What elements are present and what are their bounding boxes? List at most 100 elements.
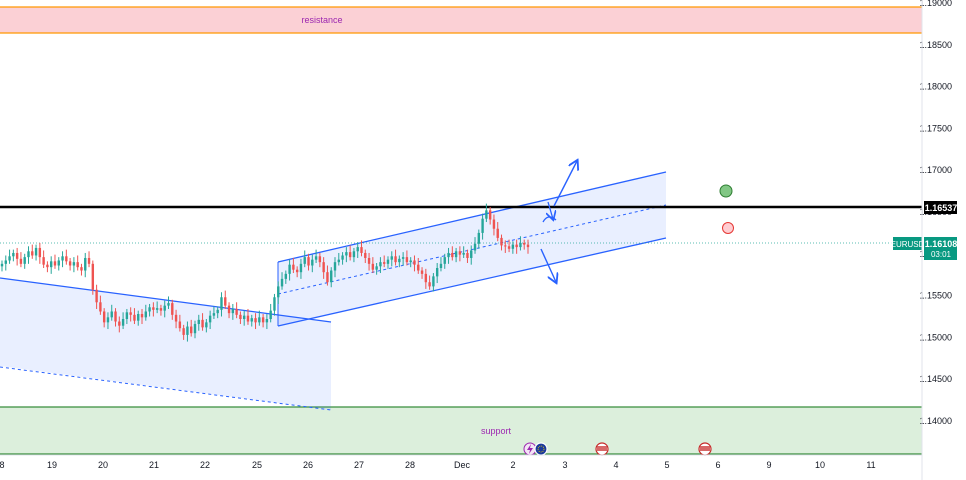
price-badge[interactable] bbox=[924, 237, 957, 260]
candle-body[interactable] bbox=[496, 228, 499, 238]
candle-body[interactable] bbox=[265, 319, 269, 323]
candle-body[interactable] bbox=[292, 264, 295, 270]
candle-body[interactable] bbox=[356, 247, 359, 252]
candle-body[interactable] bbox=[443, 257, 446, 264]
candle-body[interactable] bbox=[466, 252, 469, 258]
candle-body[interactable] bbox=[15, 252, 19, 259]
candle-body[interactable] bbox=[152, 307, 155, 310]
candle-body[interactable] bbox=[258, 317, 261, 323]
candle-body[interactable] bbox=[511, 244, 515, 249]
candle-body[interactable] bbox=[155, 308, 159, 310]
candle-body[interactable] bbox=[190, 326, 193, 334]
candle-body[interactable] bbox=[102, 311, 106, 323]
candle-body[interactable] bbox=[38, 247, 42, 258]
candle-body[interactable] bbox=[454, 251, 458, 258]
candle-body[interactable] bbox=[163, 305, 166, 311]
candle-body[interactable] bbox=[485, 210, 488, 219]
bullish-signal-circle[interactable] bbox=[719, 184, 733, 198]
candle-body[interactable] bbox=[470, 250, 473, 258]
ascending-channel-bottom[interactable] bbox=[277, 237, 667, 327]
candle-body[interactable] bbox=[224, 297, 227, 306]
ascending-channel-top[interactable] bbox=[277, 171, 667, 263]
eu-flag-icon[interactable] bbox=[534, 442, 548, 456]
candle-body[interactable] bbox=[197, 319, 200, 325]
candle-body[interactable] bbox=[330, 270, 333, 283]
candle-body[interactable] bbox=[118, 321, 121, 326]
candle-body[interactable] bbox=[277, 286, 280, 298]
candle-body[interactable] bbox=[8, 256, 11, 261]
candle-body[interactable] bbox=[76, 262, 79, 268]
candle-body[interactable] bbox=[208, 315, 212, 323]
candle-body[interactable] bbox=[515, 244, 518, 248]
time-axis[interactable]: 8 19 20 21 22 25 26 27 28 Dec 2 3 4 5 6 9 10 11 bbox=[0, 460, 876, 470]
candle-body[interactable] bbox=[432, 276, 435, 287]
candle-body[interactable] bbox=[504, 245, 507, 247]
candle-body[interactable] bbox=[227, 305, 231, 314]
candle-body[interactable] bbox=[364, 252, 367, 258]
candle-body[interactable] bbox=[140, 313, 144, 318]
candle-body[interactable] bbox=[137, 313, 140, 321]
candle-body[interactable] bbox=[333, 262, 337, 271]
candle-body[interactable] bbox=[379, 262, 382, 267]
candle-body[interactable] bbox=[481, 218, 484, 233]
candle-body[interactable] bbox=[428, 282, 431, 287]
candle-body[interactable] bbox=[439, 263, 443, 269]
candle-body[interactable] bbox=[80, 267, 83, 271]
candle-body[interactable] bbox=[4, 260, 7, 264]
candle-body[interactable] bbox=[345, 252, 348, 256]
candle-body[interactable] bbox=[526, 244, 530, 248]
candle-body[interactable] bbox=[242, 315, 246, 320]
candle-body[interactable] bbox=[148, 307, 151, 312]
candle-body[interactable] bbox=[417, 264, 420, 271]
candle-body[interactable] bbox=[488, 210, 492, 220]
candle-body[interactable] bbox=[383, 262, 386, 264]
candle-body[interactable] bbox=[367, 257, 371, 264]
candle-body[interactable] bbox=[386, 259, 390, 264]
candle-body[interactable] bbox=[125, 312, 129, 320]
candle-body[interactable] bbox=[288, 264, 291, 274]
candle-body[interactable] bbox=[341, 255, 344, 260]
candle-body[interactable] bbox=[405, 257, 409, 263]
pullback-arrow[interactable] bbox=[548, 201, 553, 219]
candle-body[interactable] bbox=[303, 257, 306, 264]
candle-body[interactable] bbox=[413, 260, 416, 265]
descending-channel-top[interactable] bbox=[0, 277, 332, 323]
candle-body[interactable] bbox=[311, 259, 314, 266]
candle-body[interactable] bbox=[216, 309, 219, 314]
candle-body[interactable] bbox=[348, 252, 352, 258]
bearish-signal-circle[interactable] bbox=[722, 222, 734, 234]
candle-body[interactable] bbox=[473, 243, 477, 251]
candle-body[interactable] bbox=[492, 219, 496, 229]
candle-body[interactable] bbox=[121, 319, 125, 326]
candle-body[interactable] bbox=[284, 273, 288, 279]
ascending-channel-mid[interactable] bbox=[277, 204, 667, 295]
candle-body[interactable] bbox=[201, 319, 204, 328]
event-icons[interactable] bbox=[523, 442, 712, 456]
candle-body[interactable] bbox=[129, 312, 132, 315]
candle-body[interactable] bbox=[84, 257, 87, 271]
candle-body[interactable] bbox=[178, 321, 182, 329]
resistance-zone[interactable] bbox=[0, 7, 922, 33]
descending-channel-bottom[interactable] bbox=[0, 366, 332, 411]
candle-body[interactable] bbox=[280, 278, 284, 287]
candle-body[interactable] bbox=[273, 297, 276, 311]
candle-body[interactable] bbox=[68, 261, 72, 266]
support-zone[interactable] bbox=[0, 407, 922, 454]
candle-body[interactable] bbox=[477, 232, 481, 244]
candle-body[interactable] bbox=[171, 303, 174, 315]
candle-body[interactable] bbox=[451, 252, 454, 258]
candle-body[interactable] bbox=[95, 289, 98, 303]
candle-body[interactable] bbox=[174, 314, 178, 322]
candle-body[interactable] bbox=[34, 247, 38, 256]
candle-body[interactable] bbox=[144, 311, 147, 318]
candle-body[interactable] bbox=[462, 252, 465, 255]
candle-body[interactable] bbox=[394, 256, 397, 263]
candle-body[interactable] bbox=[447, 252, 450, 258]
candle-body[interactable] bbox=[235, 308, 238, 315]
candle-body[interactable] bbox=[205, 322, 208, 328]
candle-body[interactable] bbox=[360, 247, 363, 253]
candle-body[interactable] bbox=[458, 251, 462, 255]
candle-body[interactable] bbox=[99, 302, 102, 312]
candle-body[interactable] bbox=[167, 303, 170, 306]
